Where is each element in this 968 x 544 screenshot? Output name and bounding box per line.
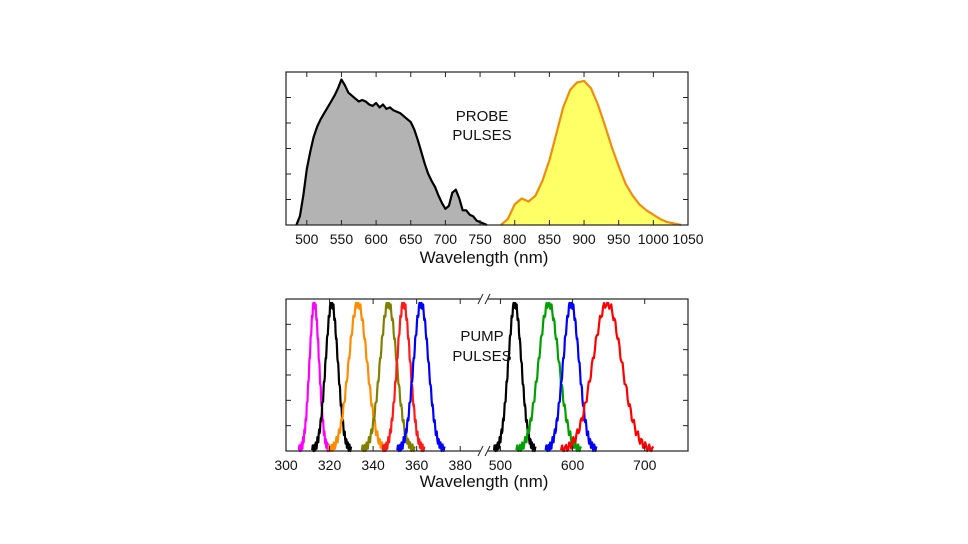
probe-x-axis-label: Wavelength (nm) <box>420 248 549 267</box>
probe-x-tick-label: 600 <box>364 231 388 247</box>
pump-axis-break-mark <box>477 445 484 457</box>
probe-x-tick-label: 1050 <box>672 231 703 247</box>
pump-axis-break-gap <box>480 447 488 455</box>
pump-series-7-line <box>515 301 583 453</box>
probe-x-tick-label: 750 <box>468 231 492 247</box>
pump-plot-frame <box>285 298 689 452</box>
pump-annotation-line1: PUMP <box>460 328 503 345</box>
probe-x-tick-label: 650 <box>399 231 423 247</box>
pump-axis-break-gap <box>480 295 488 303</box>
pump-series-0-line <box>297 301 331 453</box>
probe-series-1-line <box>500 79 682 227</box>
probe-x-tick-label: 1000 <box>638 231 669 247</box>
probe-x-tick-label: 950 <box>607 231 631 247</box>
probe-series-0-fill <box>296 79 487 225</box>
pump-axis-break-mark <box>477 293 484 305</box>
pump-x-tick-label: 340 <box>361 457 385 473</box>
pump-series-2-line <box>327 301 389 453</box>
pump-x-tick-label: 600 <box>561 457 585 473</box>
pump-ticks: 300 320 340 360 380 500 600 700 <box>274 293 688 473</box>
pump-axis-break-mark <box>484 445 491 457</box>
pump-x-axis-label: Wavelength (nm) <box>420 472 549 491</box>
pump-series-5-line <box>396 301 446 453</box>
pump-series-4-line <box>381 301 426 453</box>
pump-axis-break-mark <box>484 293 491 305</box>
pump-x-tick-label: 320 <box>318 457 342 473</box>
probe-ticks: 500 550 600 650 700 750 800 850 900 950 1000 1050 <box>286 72 704 247</box>
pump-series-8-line <box>544 301 598 453</box>
pump-annotation-line2: PULSES <box>452 348 511 365</box>
probe-series-1-fill <box>500 80 682 226</box>
probe-x-tick-label: 800 <box>503 231 527 247</box>
pump-x-tick-label: 380 <box>449 457 473 473</box>
probe-x-tick-label: 900 <box>572 231 596 247</box>
probe-series-group <box>295 78 682 227</box>
pump-series-1-line <box>311 301 353 453</box>
probe-x-tick-label: 550 <box>330 231 354 247</box>
probe-x-tick-label: 850 <box>538 231 562 247</box>
pump-x-tick-label: 360 <box>405 457 429 473</box>
pump-panel: 300 320 340 360 380 500 600 700 PUMP PULSES Wav… <box>274 293 689 491</box>
probe-x-tick-label: 500 <box>295 231 319 247</box>
pump-x-tick-label: 300 <box>274 457 298 473</box>
probe-panel: 500 550 600 650 700 750 800 850 900 950 1000 1050 P… <box>285 71 704 267</box>
pump-x-tick-label: 700 <box>633 457 657 473</box>
probe-annotation-line2: PULSES <box>452 127 511 144</box>
probe-series-0-line <box>295 78 488 227</box>
probe-annotation-line1: PROBE <box>456 108 509 125</box>
probe-x-tick-label: 700 <box>434 231 458 247</box>
pump-series-9-line <box>559 301 655 453</box>
pump-x-tick-label: 500 <box>489 457 513 473</box>
pump-series-group <box>297 301 655 453</box>
